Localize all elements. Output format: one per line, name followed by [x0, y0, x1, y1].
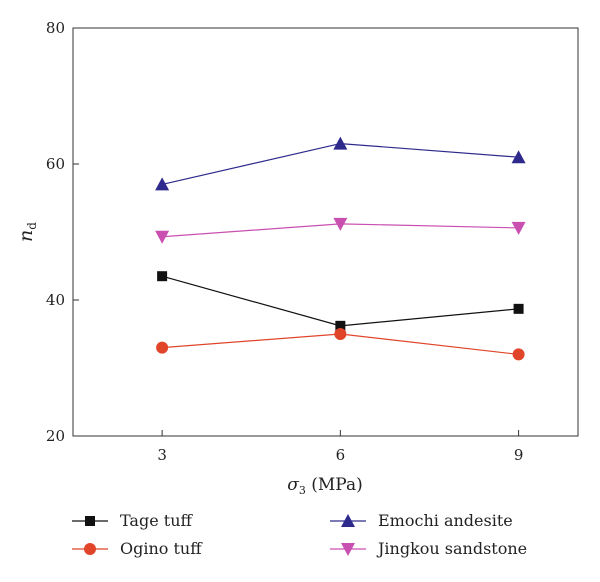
data-point	[156, 341, 169, 354]
y-tick-label: 40	[46, 291, 65, 309]
y-tick-label: 80	[46, 19, 65, 37]
legend: Tage tuff Ogino tuff Emochi andesite Jingko…	[72, 511, 527, 558]
y-axis-ticks: 20 40 60 80	[46, 19, 79, 445]
series-ogino-tuff	[156, 328, 525, 361]
legend-label: Ogino tuff	[120, 539, 203, 558]
legend-marker	[85, 516, 95, 526]
data-point	[512, 348, 525, 361]
data-point	[511, 150, 526, 164]
legend-marker	[341, 543, 355, 556]
x-tick-label: 3	[157, 446, 167, 464]
legend-item: Emochi andesite	[330, 511, 513, 530]
series-layer	[155, 136, 526, 361]
legend-label: Emochi andesite	[378, 511, 513, 530]
data-point	[335, 320, 346, 331]
x-axis-label: σ3 (MPa)	[287, 475, 363, 497]
series-tage-tuff	[157, 271, 524, 331]
series-emochi-andesite	[155, 136, 526, 191]
data-point	[157, 271, 168, 282]
y-tick-label: 60	[46, 155, 65, 173]
data-point	[333, 136, 348, 150]
data-point	[333, 217, 348, 231]
legend-marker	[341, 514, 355, 527]
legend-marker	[84, 543, 96, 555]
legend-label: Tage tuff	[120, 511, 194, 530]
y-axis-label: nd	[15, 222, 39, 242]
legend-item: Tage tuff	[72, 511, 194, 530]
series-line	[161, 142, 519, 185]
legend-item: Jingkou sandstone	[330, 539, 527, 558]
data-point	[334, 328, 347, 340]
data-point	[513, 303, 524, 314]
legend-item: Ogino tuff	[72, 539, 203, 558]
y-tick-label: 20	[46, 427, 65, 445]
data-point	[511, 221, 526, 235]
series-line	[161, 275, 519, 327]
plot-frame	[72, 27, 579, 437]
x-tick-label: 6	[336, 446, 346, 464]
axes	[72, 27, 579, 437]
series-jingkou-sandstone	[155, 217, 526, 244]
x-tick-label: 9	[514, 446, 524, 464]
legend-label: Jingkou sandstone	[376, 539, 527, 558]
data-point	[155, 230, 170, 244]
x-axis-ticks: 3 6 9	[157, 430, 523, 464]
data-point	[155, 177, 170, 191]
